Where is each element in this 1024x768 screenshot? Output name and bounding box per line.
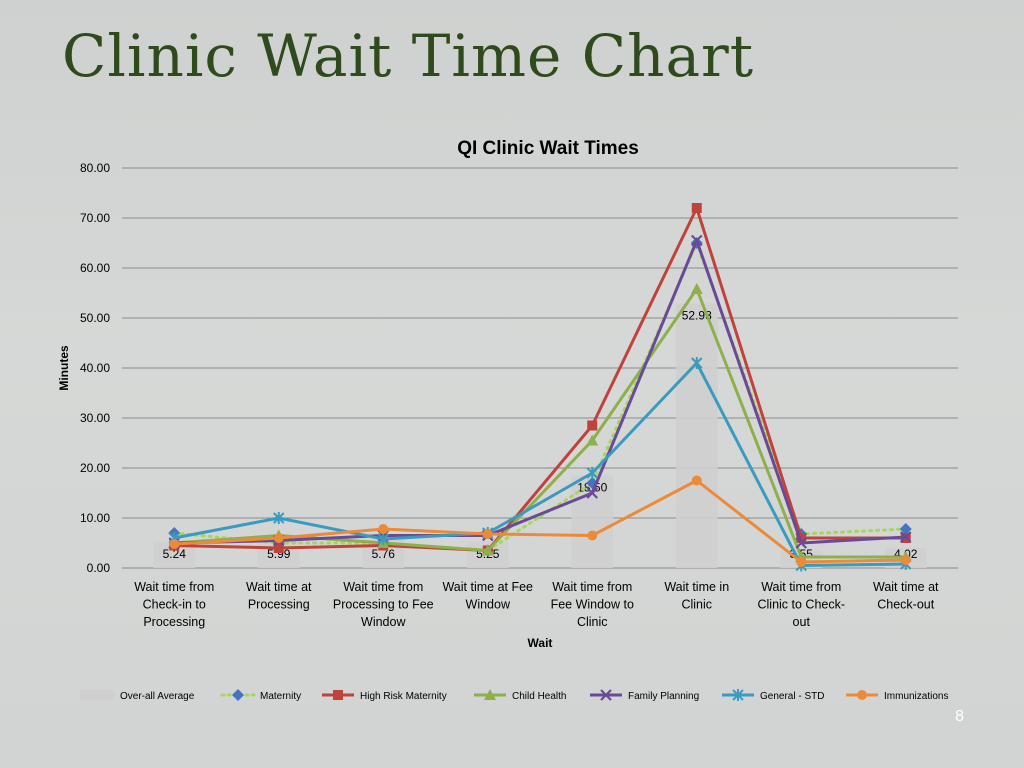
y-tick-label: 0.00: [87, 561, 111, 575]
series-line-family-planning: [174, 239, 906, 545]
point-child-health: [690, 283, 703, 294]
chart-title: QI Clinic Wait Times: [457, 138, 639, 159]
x-tick-label: Wait time at Fee: [442, 580, 533, 594]
y-axis-label: Minutes: [57, 345, 71, 391]
x-tick-label: Clinic: [577, 615, 608, 629]
legend-label: Immunizations: [884, 691, 948, 702]
legend-label: Family Planning: [628, 691, 699, 702]
point-general-std: [377, 533, 389, 545]
legend-swatch-over-all-average: [80, 690, 114, 700]
point-immunizations: [796, 557, 807, 567]
legend-marker-maternity: [232, 689, 244, 701]
x-axis-label: Wait: [528, 636, 553, 650]
x-tick-label: Wait time from: [552, 580, 632, 594]
legend-marker-family-planning: [600, 689, 612, 701]
point-immunizations: [169, 539, 180, 549]
point-family-planning: [690, 234, 703, 247]
y-tick-label: 10.00: [80, 511, 110, 525]
x-tick-label: Window: [466, 598, 511, 612]
point-immunizations: [378, 524, 389, 534]
point-family-planning: [795, 537, 808, 549]
bar-data-label: 5.76: [372, 547, 396, 561]
point-family-planning: [586, 487, 599, 499]
point-immunizations: [691, 475, 702, 486]
point-high-risk-maternity: [691, 203, 702, 213]
legend-marker-high-risk-maternity: [333, 690, 343, 700]
y-tick-label: 50.00: [80, 311, 110, 325]
slide-title: Clinic Wait Time Chart: [62, 22, 755, 90]
point-general-std: [273, 512, 285, 524]
point-immunizations: [273, 533, 284, 543]
point-general-std: [586, 467, 598, 479]
series-line-immunizations: [174, 479, 906, 564]
x-tick-label: Processing to Fee: [333, 598, 434, 612]
point-general-std: [691, 357, 703, 369]
legend-label: Child Health: [512, 691, 566, 702]
point-high-risk-maternity: [796, 533, 807, 543]
point-immunizations: [900, 555, 911, 565]
point-family-planning: [899, 531, 912, 543]
bar-over-all-average: [675, 303, 718, 568]
point-maternity: [899, 523, 912, 535]
legend-label: General - STD: [760, 691, 824, 702]
point-immunizations: [587, 530, 598, 541]
series-line-high-risk-maternity: [174, 206, 906, 552]
legend-marker-child-health: [484, 689, 496, 700]
legend-label: Over-all Average: [120, 691, 195, 702]
x-tick-label: Clinic: [681, 598, 712, 612]
legend-marker-immunizations: [857, 690, 867, 700]
y-tick-label: 20.00: [80, 461, 110, 475]
y-tick-label: 40.00: [80, 361, 110, 375]
x-tick-label: Processing: [143, 615, 205, 629]
x-tick-label: Window: [361, 615, 406, 629]
point-immunizations: [482, 529, 493, 539]
x-tick-label: Check-in to: [143, 598, 206, 612]
point-child-health: [586, 434, 599, 446]
x-tick-label: Wait time from: [761, 580, 841, 594]
x-tick-label: Processing: [248, 598, 310, 612]
legend-marker-general-std: [732, 689, 744, 701]
point-child-health: [481, 544, 494, 556]
x-tick-label: Wait time from: [343, 580, 423, 594]
x-tick-label: Wait time at: [873, 580, 939, 594]
y-tick-label: 80.00: [80, 161, 110, 175]
point-high-risk-maternity: [587, 420, 598, 431]
x-tick-label: Wait time from: [134, 580, 214, 594]
x-tick-label: Wait time at: [246, 580, 312, 594]
x-tick-label: out: [793, 615, 811, 629]
bar-data-label: 5.99: [267, 547, 291, 561]
legend-label: Maternity: [260, 691, 301, 702]
y-tick-label: 30.00: [80, 411, 110, 425]
x-tick-label: Clinic to Check-: [757, 598, 845, 612]
page-number: 8: [955, 708, 964, 725]
x-tick-label: Wait time in: [664, 580, 729, 594]
legend-label: High Risk Maternity: [360, 691, 447, 702]
y-tick-label: 70.00: [80, 211, 110, 225]
x-tick-label: Check-out: [877, 598, 934, 612]
bar-data-label: 5.24: [163, 547, 187, 561]
point-high-risk-maternity: [273, 543, 284, 553]
series-line-general-std: [173, 361, 906, 567]
y-tick-label: 60.00: [80, 261, 110, 275]
x-tick-label: Fee Window to: [551, 598, 634, 612]
